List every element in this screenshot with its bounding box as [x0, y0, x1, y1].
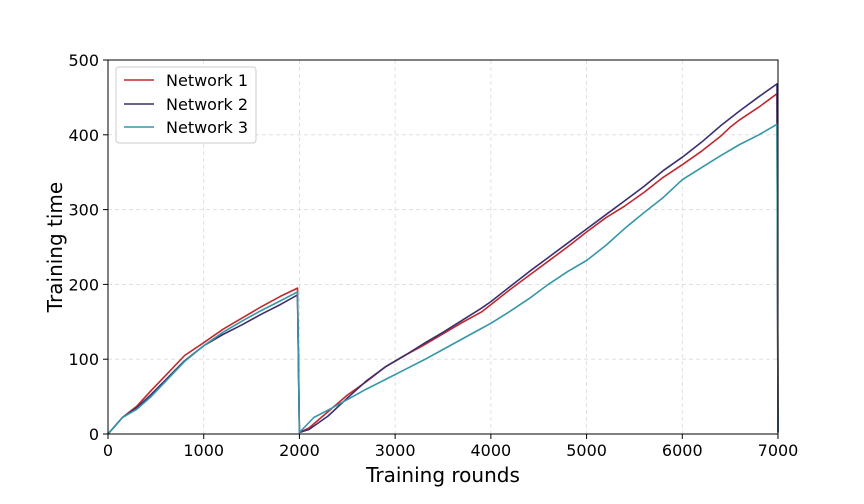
plot-frame — [107, 59, 779, 435]
y-tick-label: 100 — [68, 350, 99, 369]
legend-box — [115, 66, 257, 144]
x-tick-label: 2000 — [279, 441, 320, 460]
x-tick-label: 0 — [103, 441, 113, 460]
y-axis-label: Training time — [43, 182, 67, 313]
y-tick-label: 500 — [68, 51, 99, 70]
y-tick-label: 300 — [68, 201, 99, 220]
y-tick-label: 0 — [89, 425, 99, 444]
x-axis-label: Training rounds — [365, 463, 520, 487]
series-lines — [107, 83, 779, 435]
x-tick-label: 6000 — [662, 441, 703, 460]
legend-label-network-1: Network 1 — [166, 71, 248, 90]
series-line-network-1 — [107, 92, 779, 435]
legend-label-network-2: Network 2 — [166, 95, 248, 114]
series-line-network-2 — [107, 83, 779, 435]
y-tick-label: 400 — [68, 126, 99, 145]
axis-ticks: 0 1000 2000 3000 4000 5000 6000 7000 0 100 200 300 4… — [68, 51, 798, 460]
legend: Network 1 Network 2 Network 3 — [115, 66, 257, 144]
x-tick-label: 3000 — [375, 441, 416, 460]
legend-label-network-3: Network 3 — [166, 118, 248, 137]
series-line-network-3 — [107, 123, 779, 435]
x-tick-label: 4000 — [470, 441, 511, 460]
x-tick-label: 7000 — [758, 441, 799, 460]
x-tick-label: 1000 — [183, 441, 224, 460]
x-tick-label: 5000 — [566, 441, 607, 460]
y-tick-label: 200 — [68, 275, 99, 294]
